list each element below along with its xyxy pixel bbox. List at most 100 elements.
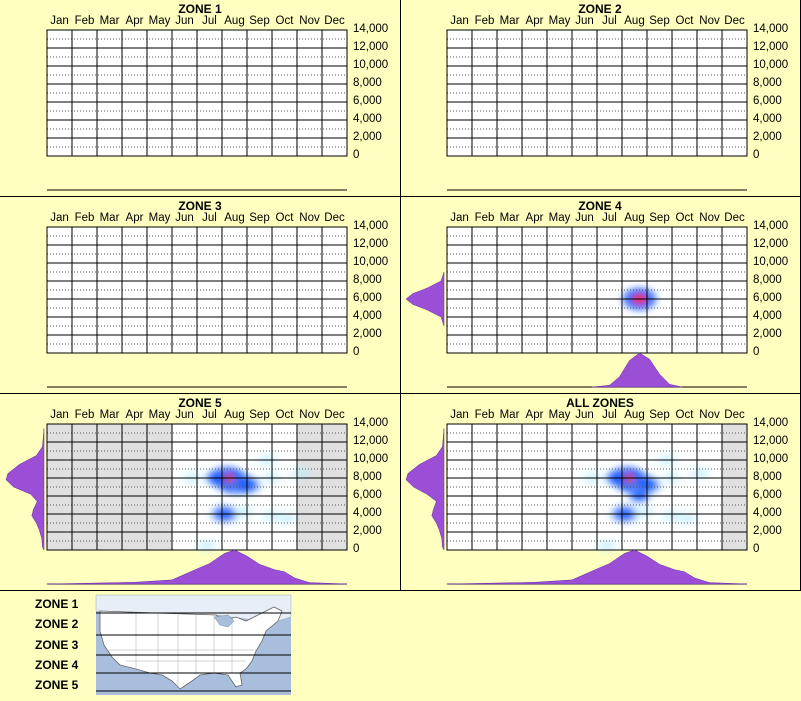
y-tick-label: 10,000: [353, 256, 389, 268]
month-label: Aug: [624, 212, 645, 224]
plot-frame: [46, 29, 348, 157]
elevation-distribution: [405, 428, 445, 551]
y-tick-label: 0: [753, 543, 760, 555]
month-label: Jul: [602, 409, 617, 421]
y-tick-label: 12,000: [353, 238, 389, 250]
y-tick-label: 8,000: [353, 274, 382, 286]
out-of-season-month: [297, 424, 322, 550]
y-tick-label: 8,000: [753, 77, 782, 89]
month-label: Apr: [525, 409, 544, 421]
y-tick-label: 6,000: [353, 95, 382, 107]
month-label: Mar: [99, 409, 120, 421]
panel-title: ZONE 5: [178, 396, 222, 410]
month-label: Jun: [175, 409, 194, 421]
zone-panel: ZONE 5 Jan Feb Mar Apr May Jun Jul Aug Sep Oct Nov D…: [0, 394, 401, 591]
y-tick-label: 4,000: [753, 507, 782, 519]
month-label: Jan: [450, 409, 469, 421]
zone-legend-label: ZONE 1: [35, 597, 79, 611]
zone-panel: ZONE 1 Jan Feb Mar Apr May Jun Jul Aug Sep Oct Nov D…: [0, 0, 401, 197]
y-tick-label: 6,000: [353, 292, 382, 304]
density-point: [685, 464, 714, 483]
plot-frame: [446, 29, 748, 157]
y-tick-label: 14,000: [753, 417, 789, 429]
month-label: Jan: [50, 409, 69, 421]
out-of-season-month: [322, 424, 347, 550]
y-tick-label: 8,000: [353, 77, 382, 89]
month-label: Apr: [125, 409, 144, 421]
y-tick-label: 0: [753, 346, 760, 358]
zone-heatmap: [405, 423, 748, 585]
zone-legend-label: ZONE 3: [35, 638, 79, 652]
month-label: Jan: [50, 212, 69, 224]
month-label: Nov: [299, 15, 320, 27]
month-label: Oct: [675, 15, 694, 27]
plot-frame: [46, 226, 348, 354]
month-label: May: [148, 15, 171, 27]
out-of-season-month: [722, 424, 747, 550]
month-label: Sep: [649, 409, 670, 421]
y-tick-label: 14,000: [753, 220, 789, 232]
month-label: Dec: [324, 15, 345, 27]
map-great-lakes: [213, 614, 235, 628]
y-tick-label: 4,000: [353, 113, 382, 125]
month-label: Jan: [450, 212, 469, 224]
y-tick-label: 4,000: [753, 310, 782, 322]
month-label: Dec: [724, 409, 745, 421]
y-tick-label: 12,000: [753, 435, 789, 447]
month-label: Jul: [202, 409, 217, 421]
month-distribution: [446, 549, 748, 585]
month-label: Aug: [224, 409, 245, 421]
month-label: Sep: [249, 409, 270, 421]
month-label: Feb: [474, 15, 495, 27]
month-label: Oct: [275, 15, 294, 27]
y-tick-label: 14,000: [353, 220, 389, 232]
month-label: Mar: [499, 409, 520, 421]
y-tick-label: 10,000: [753, 453, 789, 465]
month-label: Sep: [649, 15, 670, 27]
plot-frame: [46, 423, 348, 551]
y-tick-label: 4,000: [353, 310, 382, 322]
zone-legend-label: ZONE 4: [35, 658, 79, 672]
y-tick-label: 2,000: [353, 328, 382, 340]
y-tick-label: 2,000: [353, 131, 382, 143]
map-usa: [99, 606, 283, 690]
month-label: Aug: [224, 212, 245, 224]
month-label: Aug: [624, 409, 645, 421]
month-label: Nov: [299, 212, 320, 224]
y-tick-label: 4,000: [753, 113, 782, 125]
us-map: [95, 594, 292, 695]
elevation-distribution: [405, 271, 445, 327]
month-label: Dec: [324, 212, 345, 224]
month-label: Apr: [125, 15, 144, 27]
zone-legend: ZONE 1 ZONE 2 ZONE 3 ZONE 4 ZONE 5: [0, 591, 801, 701]
month-label: Jul: [602, 15, 617, 27]
month-label: Mar: [99, 212, 120, 224]
y-tick-label: 6,000: [753, 95, 782, 107]
y-tick-label: 0: [353, 543, 360, 555]
elevation-distribution: [5, 428, 45, 551]
month-label: May: [548, 409, 571, 421]
zone-heatmap: [46, 226, 348, 388]
month-label: Sep: [249, 15, 270, 27]
plot-frame: [446, 226, 748, 354]
month-label: Mar: [499, 212, 520, 224]
y-tick-label: 12,000: [753, 238, 789, 250]
y-tick-label: 12,000: [353, 41, 389, 53]
y-tick-label: 10,000: [753, 59, 789, 71]
month-label: Jul: [202, 212, 217, 224]
month-label: May: [548, 15, 571, 27]
y-tick-label: 2,000: [753, 525, 782, 537]
month-label: Aug: [224, 15, 245, 27]
y-tick-label: 2,000: [753, 131, 782, 143]
month-label: Nov: [299, 409, 320, 421]
month-label: Jan: [450, 15, 469, 27]
month-label: Apr: [525, 15, 544, 27]
month-label: May: [148, 212, 171, 224]
y-tick-label: 8,000: [753, 471, 782, 483]
month-label: Jun: [575, 15, 594, 27]
zone-heatmap: [446, 29, 748, 191]
density-point: [230, 503, 259, 522]
y-tick-label: 14,000: [353, 23, 389, 35]
out-of-season-month: [72, 424, 97, 550]
